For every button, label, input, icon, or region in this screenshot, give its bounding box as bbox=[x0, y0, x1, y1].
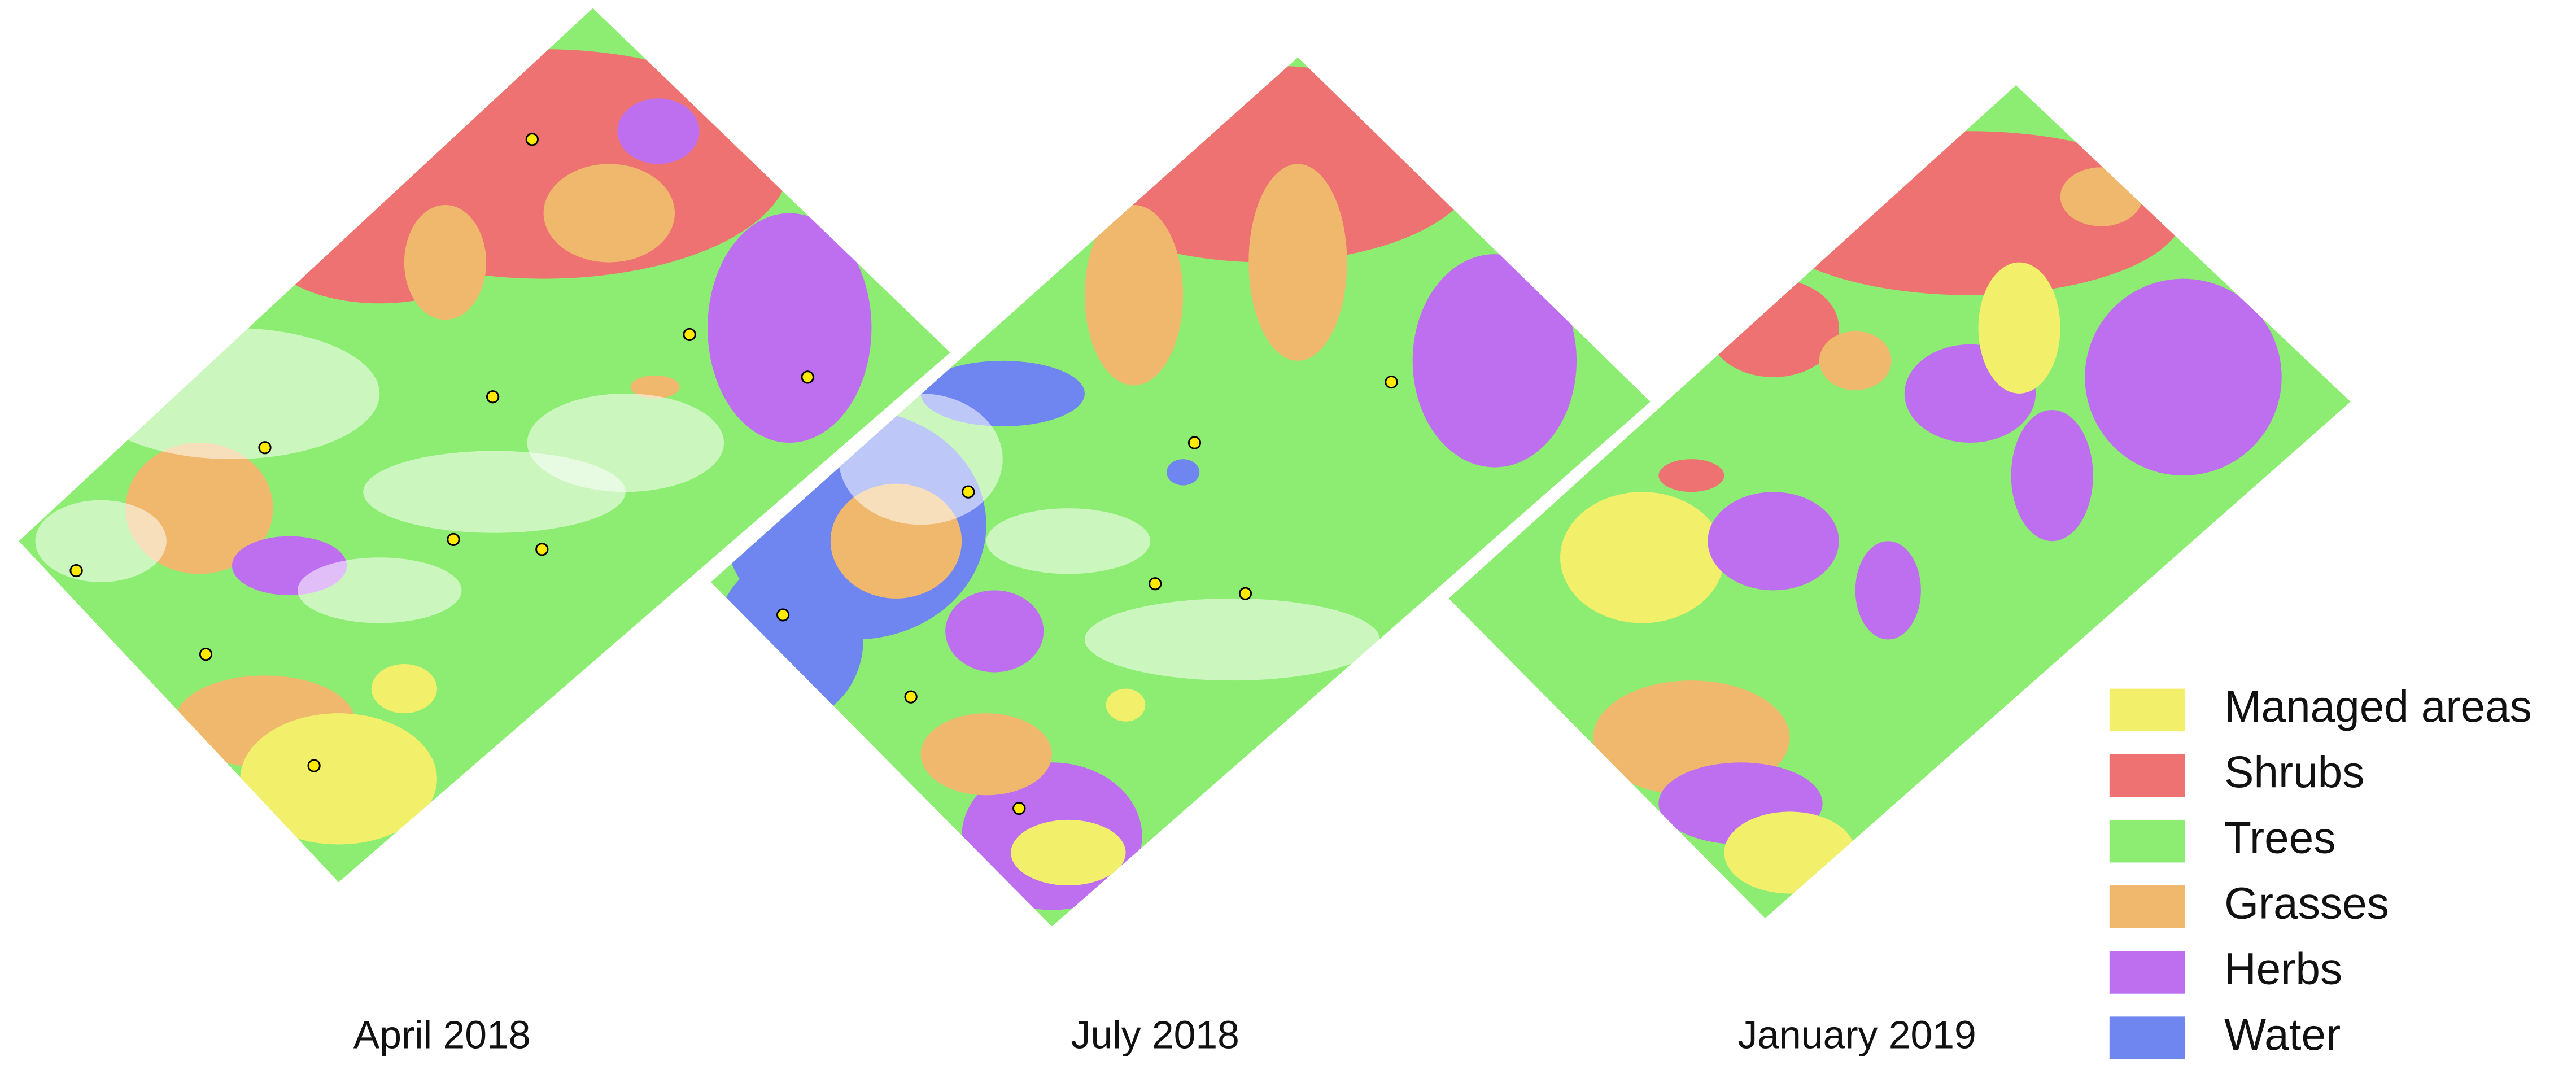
sample-point bbox=[1385, 375, 1398, 389]
cover-patch bbox=[371, 664, 437, 714]
cover-patch bbox=[1248, 164, 1347, 361]
land-cover-map bbox=[710, 57, 1651, 927]
cover-patch bbox=[543, 164, 675, 263]
sample-point bbox=[1149, 577, 1162, 591]
cloud-speckle bbox=[84, 328, 380, 460]
cover-patch bbox=[2085, 278, 2282, 476]
cloud-speckle bbox=[35, 500, 167, 582]
sample-point bbox=[486, 390, 500, 404]
cover-patch bbox=[715, 557, 863, 722]
cloud-speckle bbox=[527, 393, 724, 492]
sample-point bbox=[258, 441, 272, 455]
sample-point bbox=[199, 648, 213, 661]
cover-patch bbox=[2060, 167, 2142, 226]
sample-point bbox=[1012, 801, 1026, 815]
legend-swatch bbox=[2109, 754, 2185, 797]
land-cover-map bbox=[19, 8, 950, 883]
cover-patch bbox=[708, 213, 872, 443]
cover-patch bbox=[1167, 459, 1200, 486]
sample-point bbox=[525, 133, 539, 146]
cloud-speckle bbox=[298, 557, 462, 623]
panel-label: April 2018 bbox=[353, 1013, 531, 1057]
sample-point bbox=[683, 328, 696, 341]
cover-patch bbox=[1978, 262, 2060, 394]
panel-labels: April 2018 July 2018 January 2019 bbox=[353, 1013, 1976, 1057]
sample-point bbox=[962, 485, 975, 499]
sample-point bbox=[776, 608, 790, 622]
legend-label: Managed areas bbox=[2224, 682, 2532, 731]
legend-swatch bbox=[2109, 885, 2185, 928]
legend-swatch bbox=[2109, 1016, 2185, 1059]
cover-patch bbox=[1819, 331, 1892, 391]
cover-patch bbox=[404, 204, 487, 320]
sample-point bbox=[1187, 436, 1202, 449]
cover-patch bbox=[1412, 254, 1577, 468]
sample-point bbox=[801, 370, 814, 384]
cover-patch bbox=[1708, 492, 1839, 591]
maps bbox=[19, 8, 2351, 927]
legend: Managed areas Shrubs Trees Grasses Herbs Wate… bbox=[2109, 682, 2532, 1059]
cover-patch bbox=[1658, 459, 1724, 492]
cover-patch bbox=[617, 98, 700, 164]
cover-patch bbox=[920, 713, 1052, 796]
cloud-speckle bbox=[1084, 598, 1380, 681]
panel-label: July 2018 bbox=[1071, 1013, 1239, 1057]
legend-label: Trees bbox=[2224, 813, 2335, 862]
legend-label: Herbs bbox=[2224, 944, 2342, 994]
cover-patch bbox=[1855, 541, 1921, 640]
sample-point bbox=[535, 543, 549, 556]
legend-swatch bbox=[2109, 819, 2185, 863]
legend-swatch bbox=[2109, 688, 2185, 732]
panel-label: January 2019 bbox=[1737, 1013, 1976, 1057]
cover-patch bbox=[1708, 278, 1839, 377]
sample-point bbox=[447, 532, 460, 546]
legend-label: Water bbox=[2224, 1010, 2341, 1059]
legend-swatch bbox=[2109, 951, 2185, 994]
cover-patch bbox=[2011, 409, 2093, 542]
cover-patch bbox=[945, 590, 1044, 673]
sample-point bbox=[904, 690, 918, 704]
cover-patch bbox=[630, 375, 680, 399]
cover-patch bbox=[1724, 811, 1855, 894]
cover-patch bbox=[1560, 492, 1724, 623]
cover-patch bbox=[1084, 204, 1184, 386]
cover-patch bbox=[1106, 688, 1146, 722]
sample-point bbox=[307, 759, 321, 772]
sample-point bbox=[69, 564, 83, 578]
cover-patch bbox=[240, 713, 437, 845]
legend-label: Grasses bbox=[2224, 879, 2389, 928]
cloud-speckle bbox=[986, 508, 1151, 574]
cover-patch bbox=[1011, 819, 1126, 886]
sample-point bbox=[1238, 587, 1252, 600]
legend-label: Shrubs bbox=[2224, 747, 2364, 797]
land-cover-map bbox=[1448, 85, 2351, 919]
